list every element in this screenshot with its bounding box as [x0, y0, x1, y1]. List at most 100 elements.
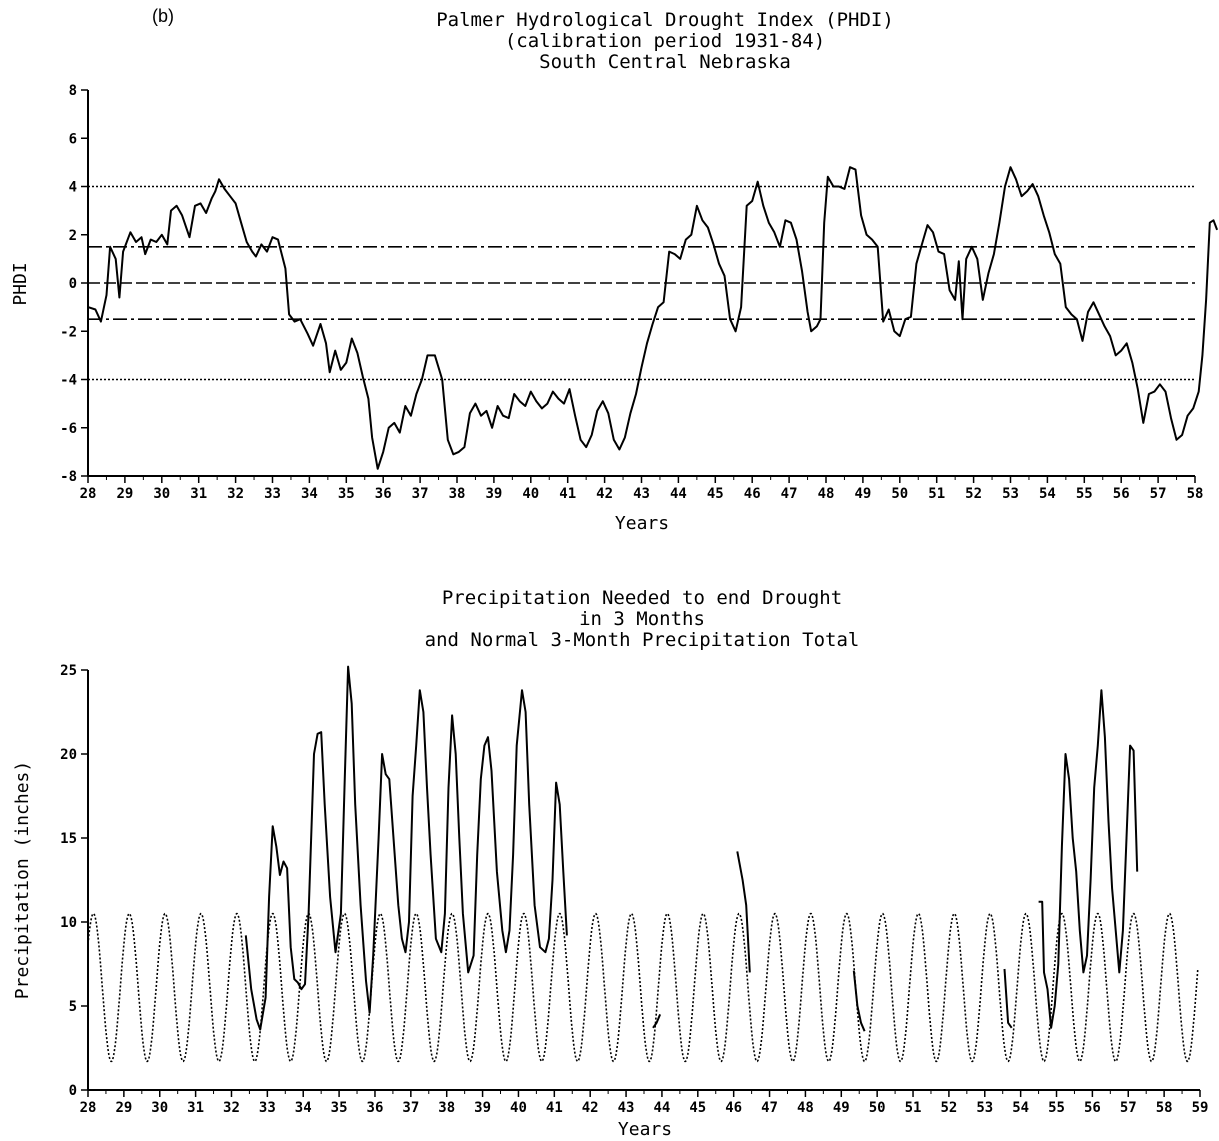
phdi-y-tick-label: -4 — [60, 373, 77, 389]
precip-x-ticks: 28 29 30 31 32 33 34 35 36 37 38 39 40 41 42 43 44 45 46 47… — [80, 1090, 1209, 1116]
phdi-x-tick-label: 53 — [1002, 486, 1019, 502]
phdi-x-tick-label: 44 — [670, 486, 687, 502]
needed-precip-line — [244, 665, 568, 1031]
phdi-line — [87, 166, 1219, 470]
phdi-reference-lines — [88, 185, 1195, 381]
precip-x-tick-label: 48 — [797, 1100, 814, 1116]
precip-x-tick-label: 51 — [905, 1100, 922, 1116]
phdi-x-tick-label: 56 — [1113, 486, 1130, 502]
phdi-x-axis-label: Years — [615, 513, 669, 534]
phdi-x-tick-label: 47 — [781, 486, 798, 502]
precip-title-line-2: in 3 Months — [579, 608, 705, 630]
phdi-title-line-1: Palmer Hydrological Drought Index (PHDI) — [436, 9, 894, 31]
phdi-x-tick-label: 36 — [375, 486, 392, 502]
precip-y-tick-label: 5 — [69, 999, 77, 1015]
phdi-x-tick-label: 37 — [412, 486, 429, 502]
phdi-x-tick-label: 42 — [596, 486, 613, 502]
precip-x-tick-label: 40 — [510, 1100, 527, 1116]
precip-y-tick-label: 25 — [60, 663, 77, 679]
phdi-x-tick-label: 40 — [522, 486, 539, 502]
precip-x-axis-label: Years — [618, 1119, 672, 1140]
precip-y-tick-label: 20 — [60, 747, 77, 763]
phdi-x-tick-label: 28 — [80, 486, 97, 502]
phdi-x-tick-label: 57 — [1150, 486, 1167, 502]
needed-precip-line — [652, 1014, 662, 1029]
precip-x-tick-label: 38 — [438, 1100, 455, 1116]
precip-y-tick-label: 10 — [60, 915, 77, 931]
phdi-x-tick-label: 35 — [338, 486, 355, 502]
precip-x-tick-label: 33 — [259, 1100, 276, 1116]
phdi-y-tick-label: 2 — [69, 228, 77, 244]
precip-x-tick-label: 58 — [1156, 1100, 1173, 1116]
phdi-x-tick-label: 54 — [1039, 486, 1056, 502]
phdi-x-tick-label: 51 — [928, 486, 945, 502]
phdi-title-line-2: (calibration period 1931-84) — [505, 30, 825, 52]
needed-precip-line — [1003, 968, 1013, 1029]
normal-precip-line — [87, 912, 1199, 1063]
precip-y-tick-label: 0 — [69, 1083, 77, 1099]
phdi-y-tick-label: 8 — [69, 83, 77, 99]
phdi-series — [87, 166, 1219, 470]
phdi-y-ticks: 8 6 4 2 0 -2 -4 -6 -8 — [60, 83, 88, 485]
phdi-x-tick-label: 46 — [744, 486, 761, 502]
precip-x-tick-label: 53 — [976, 1100, 993, 1116]
precip-series — [87, 665, 1199, 1063]
precip-title-line-3: and Normal 3-Month Precipitation Total — [425, 629, 860, 651]
phdi-x-tick-label: 45 — [707, 486, 724, 502]
precip-x-tick-label: 55 — [1048, 1100, 1065, 1116]
phdi-y-tick-label: -2 — [60, 324, 77, 340]
needed-precip-line — [1038, 689, 1139, 1029]
precip-x-tick-label: 43 — [618, 1100, 635, 1116]
phdi-x-tick-label: 32 — [227, 486, 244, 502]
phdi-chart: Palmer Hydrological Drought Index (PHDI)… — [10, 9, 1219, 534]
phdi-y-tick-label: 4 — [69, 180, 77, 196]
phdi-x-tick-label: 58 — [1187, 486, 1204, 502]
phdi-x-tick-label: 55 — [1076, 486, 1093, 502]
needed-precip-line — [736, 851, 751, 973]
precip-axes — [87, 670, 1200, 1091]
phdi-y-tick-label: 0 — [69, 276, 77, 292]
precip-y-ticks: 25 20 15 10 5 0 — [60, 663, 88, 1099]
phdi-x-tick-label: 29 — [116, 486, 133, 502]
precip-x-tick-label: 50 — [869, 1100, 886, 1116]
precip-x-tick-label: 57 — [1120, 1100, 1137, 1116]
phdi-y-tick-label: -6 — [60, 421, 77, 437]
precipitation-chart: Precipitation Needed to end Drought in 3… — [12, 587, 1208, 1140]
phdi-x-ticks: 28 29 30 31 32 33 34 35 36 37 38 39 40 41 42 43 44 45 46 47… — [80, 476, 1204, 502]
phdi-x-tick-label: 38 — [449, 486, 466, 502]
precip-x-tick-label: 30 — [151, 1100, 168, 1116]
precip-x-tick-label: 49 — [833, 1100, 850, 1116]
precip-y-tick-label: 15 — [60, 831, 77, 847]
precip-x-tick-label: 36 — [367, 1100, 384, 1116]
phdi-x-tick-label: 30 — [153, 486, 170, 502]
precip-x-tick-label: 29 — [115, 1100, 132, 1116]
precip-x-tick-label: 41 — [546, 1100, 563, 1116]
phdi-y-axis-label: PHDI — [10, 262, 31, 305]
precip-x-tick-label: 37 — [402, 1100, 419, 1116]
precip-x-tick-label: 45 — [689, 1100, 706, 1116]
phdi-x-tick-label: 48 — [818, 486, 835, 502]
precip-x-tick-label: 56 — [1084, 1100, 1101, 1116]
phdi-title-line-3: South Central Nebraska — [539, 51, 791, 73]
precip-y-axis-label: Precipitation (inches) — [12, 761, 33, 999]
phdi-x-tick-label: 31 — [190, 486, 207, 502]
precip-x-tick-label: 35 — [331, 1100, 348, 1116]
precip-x-tick-label: 42 — [582, 1100, 599, 1116]
phdi-x-tick-label: 39 — [485, 486, 502, 502]
precip-x-tick-label: 39 — [474, 1100, 491, 1116]
precip-x-tick-label: 52 — [940, 1100, 957, 1116]
precip-x-tick-label: 46 — [725, 1100, 742, 1116]
phdi-x-tick-label: 52 — [965, 486, 982, 502]
phdi-y-tick-label: -8 — [60, 469, 77, 485]
precip-x-tick-label: 32 — [223, 1100, 240, 1116]
precip-x-tick-label: 59 — [1192, 1100, 1209, 1116]
phdi-x-tick-label: 49 — [854, 486, 871, 502]
precip-x-tick-label: 31 — [187, 1100, 204, 1116]
phdi-y-tick-label: 6 — [69, 131, 77, 147]
needed-precip-line — [852, 970, 866, 1032]
phdi-x-tick-label: 41 — [559, 486, 576, 502]
phdi-x-tick-label: 43 — [633, 486, 650, 502]
precip-x-tick-label: 47 — [761, 1100, 778, 1116]
phdi-x-tick-label: 33 — [264, 486, 281, 502]
